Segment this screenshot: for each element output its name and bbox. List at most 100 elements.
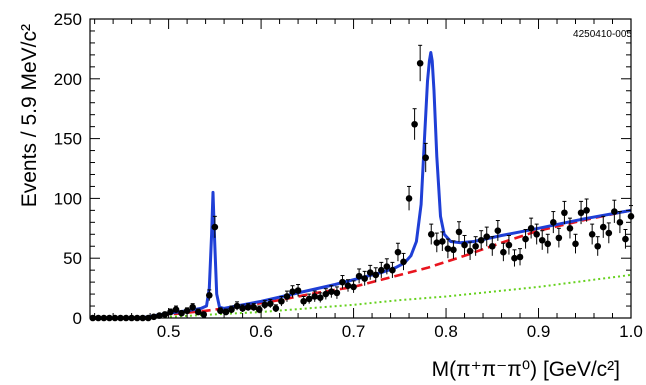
data-point xyxy=(450,246,457,254)
data-point xyxy=(389,266,396,274)
data-point xyxy=(583,207,590,214)
data-point xyxy=(561,209,568,217)
data-point xyxy=(344,282,352,290)
data-point xyxy=(472,242,479,250)
data-point xyxy=(477,236,485,244)
data-point xyxy=(278,297,285,305)
data-point xyxy=(527,225,535,232)
data-point xyxy=(289,288,296,295)
data-point xyxy=(416,59,424,67)
y-tick-label: 150 xyxy=(54,130,82,149)
data-point xyxy=(411,120,418,128)
data-point xyxy=(372,271,380,279)
data-point xyxy=(522,235,529,243)
data-point xyxy=(205,291,213,299)
data-point xyxy=(172,306,180,313)
data-point xyxy=(189,303,196,311)
data-point xyxy=(511,254,518,262)
data-point xyxy=(194,308,202,316)
data-point xyxy=(366,269,374,276)
data-point xyxy=(239,305,246,312)
data-point xyxy=(516,253,524,261)
data-point xyxy=(244,303,252,311)
data-point xyxy=(405,195,413,202)
data-point xyxy=(605,229,613,237)
data-point xyxy=(217,307,224,315)
data-point xyxy=(577,209,585,217)
y-tick-label: 50 xyxy=(63,249,82,268)
data-point xyxy=(400,258,407,266)
data-point xyxy=(311,293,319,300)
data-points xyxy=(89,44,635,322)
data-point xyxy=(156,312,163,319)
data-point xyxy=(283,293,291,300)
data-point xyxy=(233,302,241,310)
data-point xyxy=(505,241,513,249)
axes-ticks: 0.5 0.6 0.7 0.8 0.9 1.0 0 50 100 150 200 250 xyxy=(54,10,643,341)
data-point xyxy=(544,240,552,248)
data-point xyxy=(566,225,574,232)
data-point xyxy=(422,154,429,162)
data-point xyxy=(538,236,546,244)
data-point xyxy=(161,311,169,318)
data-point xyxy=(599,223,607,231)
data-point xyxy=(272,305,280,312)
data-point xyxy=(333,289,341,297)
x-tick-label: 0.9 xyxy=(527,322,551,341)
data-point xyxy=(183,307,191,315)
data-point xyxy=(228,306,235,313)
data-point xyxy=(261,301,269,309)
data-point xyxy=(305,295,313,303)
data-point xyxy=(267,300,274,307)
data-point xyxy=(328,288,335,295)
data-point xyxy=(394,248,402,256)
data-point xyxy=(466,247,474,255)
data-point xyxy=(316,294,324,301)
data-point xyxy=(322,290,330,298)
x-tick-label: 0.6 xyxy=(249,322,273,341)
data-point xyxy=(383,263,391,270)
data-point xyxy=(555,234,563,242)
data-point xyxy=(250,303,257,311)
x-tick-label: 0.5 xyxy=(157,322,181,341)
data-point xyxy=(572,240,579,248)
y-tick-label: 100 xyxy=(54,189,82,208)
data-point xyxy=(439,238,446,245)
data-point xyxy=(294,287,302,294)
data-point xyxy=(461,241,468,249)
y-tick-label: 250 xyxy=(54,10,82,29)
data-point xyxy=(444,245,452,252)
x-tick-label: 0.8 xyxy=(434,322,458,341)
x-axis-title: M(π⁺π⁻π⁰) [GeV/c²] xyxy=(432,358,620,381)
data-point xyxy=(433,239,441,246)
x-tick-label: 1.0 xyxy=(619,322,643,341)
data-point xyxy=(455,228,463,236)
data-point xyxy=(178,309,185,317)
plot-frame xyxy=(89,18,632,319)
y-tick-label: 200 xyxy=(54,70,82,89)
data-point xyxy=(594,242,602,250)
data-point xyxy=(611,208,618,215)
data-point xyxy=(533,230,540,238)
y-axis-title: Events / 5.9 MeV/c² xyxy=(18,24,41,207)
data-point xyxy=(355,272,363,280)
figure-id: 4250410-005 xyxy=(573,29,632,40)
data-point xyxy=(500,248,507,256)
data-point xyxy=(339,278,346,286)
data-point xyxy=(350,283,357,291)
data-point xyxy=(361,275,368,282)
data-point xyxy=(622,235,629,243)
data-point xyxy=(427,230,435,238)
data-point xyxy=(300,297,307,305)
data-point xyxy=(550,219,557,226)
data-point xyxy=(378,266,385,274)
data-point xyxy=(488,242,496,250)
data-point xyxy=(494,227,502,234)
data-point xyxy=(483,233,491,240)
data-point xyxy=(211,223,219,231)
y-tick-label: 0 xyxy=(73,309,82,328)
x-tick-label: 0.7 xyxy=(342,322,366,341)
data-point xyxy=(150,313,158,321)
data-point xyxy=(588,230,596,238)
